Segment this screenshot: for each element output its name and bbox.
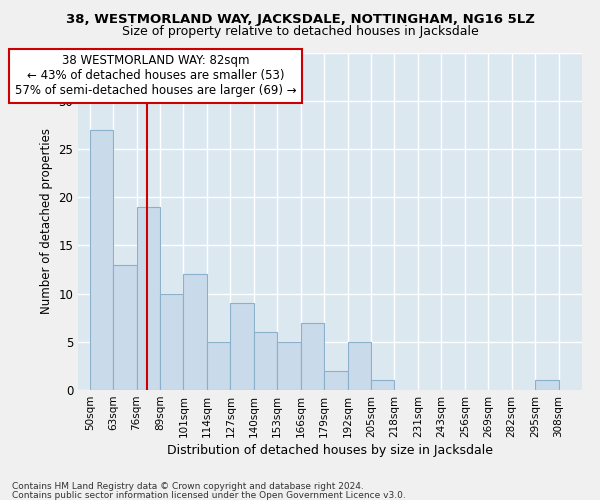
Text: Contains HM Land Registry data © Crown copyright and database right 2024.: Contains HM Land Registry data © Crown c… (12, 482, 364, 491)
Bar (535, 380, 559, 390)
Text: 38 WESTMORLAND WAY: 82sqm
← 43% of detached houses are smaller (53)
57% of semi-: 38 WESTMORLAND WAY: 82sqm ← 43% of detac… (14, 54, 296, 98)
Text: Size of property relative to detached houses in Jacksdale: Size of property relative to detached ho… (122, 25, 478, 38)
Bar (230, 303, 254, 390)
Bar (90, 130, 113, 390)
Bar (347, 342, 371, 390)
Bar (207, 342, 230, 390)
Bar (137, 207, 160, 390)
Bar (160, 294, 184, 390)
Bar (113, 264, 137, 390)
Bar (301, 322, 324, 390)
Bar (324, 370, 347, 390)
Text: 38, WESTMORLAND WAY, JACKSDALE, NOTTINGHAM, NG16 5LZ: 38, WESTMORLAND WAY, JACKSDALE, NOTTINGH… (65, 12, 535, 26)
Bar (277, 342, 301, 390)
X-axis label: Distribution of detached houses by size in Jacksdale: Distribution of detached houses by size … (167, 444, 493, 457)
Bar (371, 380, 394, 390)
Text: Contains public sector information licensed under the Open Government Licence v3: Contains public sector information licen… (12, 490, 406, 500)
Bar (184, 274, 207, 390)
Y-axis label: Number of detached properties: Number of detached properties (40, 128, 53, 314)
Bar (254, 332, 277, 390)
